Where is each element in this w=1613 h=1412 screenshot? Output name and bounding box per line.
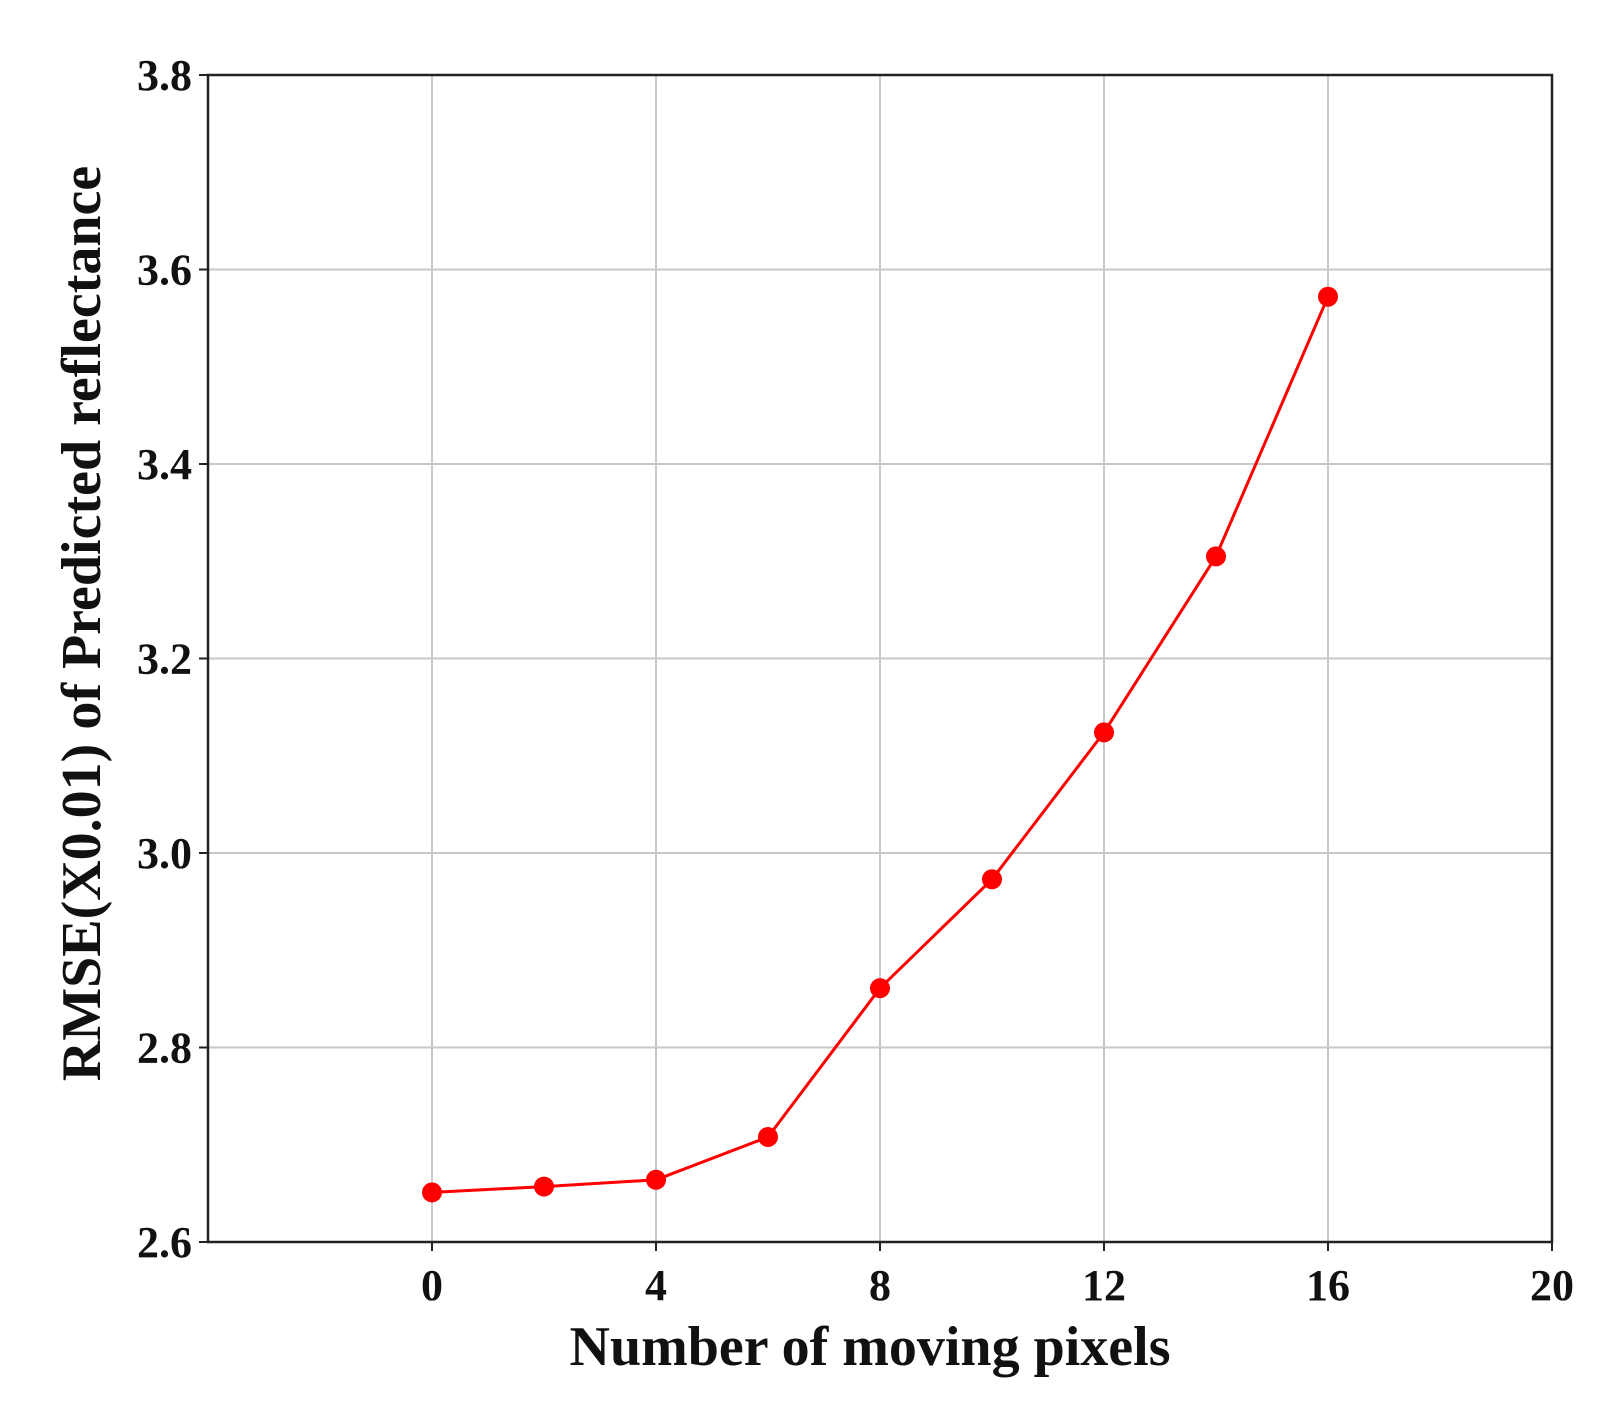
x-tick-label: 12: [1082, 1261, 1126, 1310]
y-tick-label: 2.6: [137, 1218, 192, 1267]
data-point: [1318, 286, 1338, 307]
data-point: [646, 1169, 666, 1190]
grid-lines: [208, 74, 1553, 1243]
data-point: [982, 869, 1002, 890]
data-point: [534, 1176, 554, 1197]
data-point: [870, 978, 890, 999]
y-tick-label: 3.6: [137, 246, 192, 295]
x-tick-label: 4: [645, 1261, 667, 1310]
x-tick-label: 16: [1306, 1261, 1350, 1310]
y-tick-label: 3.8: [137, 51, 192, 100]
series-layer: [422, 286, 1338, 1203]
y-tick-label: 3.4: [137, 440, 192, 489]
y-axis-ticks: 2.6 2.8 3.0 3.2 3.4 3.6 3.8: [137, 51, 208, 1267]
x-tick-label: 8: [869, 1261, 891, 1310]
y-tick-label: 3.2: [137, 635, 192, 684]
y-axis-label: RMSE(X0.01) of Predicted reflectance: [51, 166, 113, 1081]
x-axis-label: Number of moving pixels: [570, 1316, 1171, 1378]
data-point: [422, 1182, 442, 1203]
x-axis-ticks: 0 4 8 12 16 20: [421, 1242, 1574, 1310]
x-tick-label: 20: [1530, 1261, 1574, 1310]
y-tick-label: 3.0: [137, 829, 192, 878]
data-point: [1206, 546, 1226, 567]
data-point: [758, 1126, 778, 1147]
x-tick-label: 0: [421, 1261, 443, 1310]
data-point: [1094, 722, 1114, 743]
y-tick-label: 2.8: [137, 1024, 192, 1073]
